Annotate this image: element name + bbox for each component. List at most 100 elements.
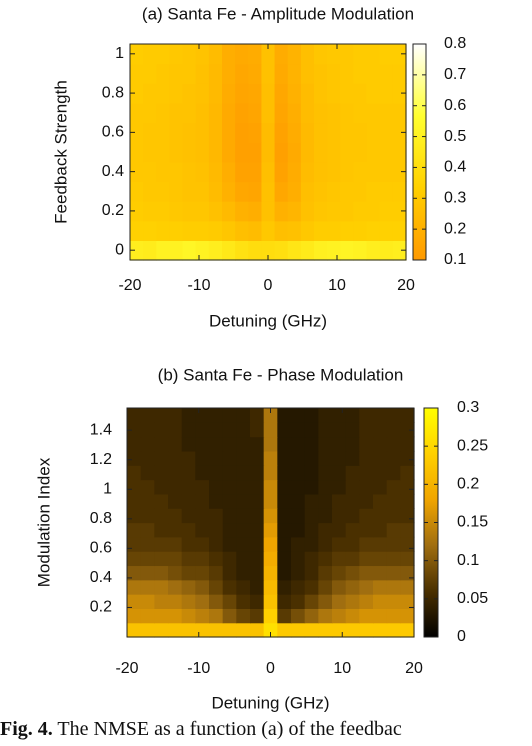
heatmap-cell [332,493,347,509]
heatmap-cell [127,479,142,495]
heatmap-cell [291,594,306,609]
heatmap-cell [314,201,328,222]
heatmap-cell [181,608,196,624]
heatmap-cell [291,608,306,624]
heatmap-cell [140,594,155,609]
figure-caption: Fig. 4. The NMSE as a function (a) of th… [0,718,402,741]
chart-title: (b) Santa Fe - Phase Modulation [158,365,404,384]
heatmap-cell [274,142,289,163]
heatmap-cell [222,479,237,495]
heatmap-cell [235,83,249,104]
heatmap-cell [250,508,265,524]
heatmap-cell [235,63,249,84]
heatmap-cell [287,63,302,84]
heatmap-cell [287,142,302,163]
heatmap-cell [345,493,360,509]
heatmap-cell [195,44,210,65]
heatmap-cell [235,240,249,261]
heatmap-cell [332,508,347,524]
heatmap-cell [359,422,374,438]
heatmap-cell [181,508,196,524]
heatmap-cell [304,450,319,466]
colorbar-tick-label: 0.2 [457,476,479,493]
heatmap-cell [169,83,184,104]
heatmap-cell [353,83,368,104]
heatmap-cell [140,493,155,509]
heatmap-cell [182,161,197,183]
heatmap-cell [127,565,142,581]
heatmap-cell [318,493,333,509]
heatmap-cell [169,161,184,183]
chart-title: (a) Santa Fe - Amplitude Modulation [142,4,414,23]
heatmap-cell [277,479,292,495]
heatmap-cell [400,579,415,595]
heatmap-cell [366,240,381,261]
heatmap-cell [168,508,183,524]
heatmap-cell [400,594,415,609]
heatmap-cell [140,422,155,438]
heatmap-cell [373,450,388,466]
heatmap-cell [195,479,210,495]
heatmap-cell [261,122,276,143]
heatmap-cell [359,408,374,423]
heatmap-cell [222,536,237,552]
colorbar-tick-label: 0.3 [457,399,479,416]
heatmap-cell [263,536,278,552]
heatmap-cell [248,83,263,104]
heatmap-cell [353,142,368,163]
heatmap-cell [222,122,236,143]
heatmap-cell [345,450,360,466]
heatmap-cell [236,622,251,638]
heatmap-cell [327,102,341,124]
heatmap-cell [277,522,292,538]
heatmap-cell [182,240,197,261]
colorbar-tick-label: 0.3 [444,190,466,207]
heatmap-cell [314,181,328,202]
heatmap-cell [130,63,144,84]
heatmap-cell [130,181,144,202]
heatmap-cell [156,63,171,84]
heatmap-cell [154,536,169,552]
heatmap-cell [314,83,328,104]
heatmap-cell [291,579,306,595]
heatmap-cell [345,551,360,567]
heatmap-cell [169,220,184,241]
heatmap-cell [222,161,236,183]
heatmap-cell [400,493,415,509]
heatmap-cell [318,565,333,581]
heatmap-cell [261,201,276,222]
heatmap-cell [340,161,355,183]
heatmap-cell [209,594,224,609]
heatmap-cell [291,508,306,524]
heatmap-cell [195,536,210,552]
heatmap-cell [332,594,347,609]
heatmap-cell [287,240,302,261]
heatmap-cell [345,508,360,524]
heatmap-cell [195,608,210,624]
heatmap-cell [209,536,224,552]
heatmap-cell [208,220,223,241]
heatmap-cell [181,536,196,552]
heatmap-cell [182,220,197,241]
heatmap-cell [236,479,251,495]
heatmap-cell [222,436,237,452]
heatmap-cell [154,465,169,481]
y-axis-label: Modulation Index [34,457,53,587]
heatmap-cell [400,622,415,638]
heatmap-cell [168,594,183,609]
heatmap-cell [345,465,360,481]
heatmap-cell [373,608,388,624]
heatmap-cell [386,493,401,509]
x-tick-label: 10 [333,660,351,677]
heatmap-cell [359,551,374,567]
heatmap-cell [248,44,263,65]
heatmap-cell [248,161,263,183]
heatmap-cell [300,161,315,183]
heatmap-cell [235,220,249,241]
heatmap-cell [359,465,374,481]
heatmap-cell [250,493,265,509]
heatmap-cell [263,436,278,452]
heatmap-cell [386,608,401,624]
heatmap-cell [168,493,183,509]
heatmap-cell [195,408,210,423]
